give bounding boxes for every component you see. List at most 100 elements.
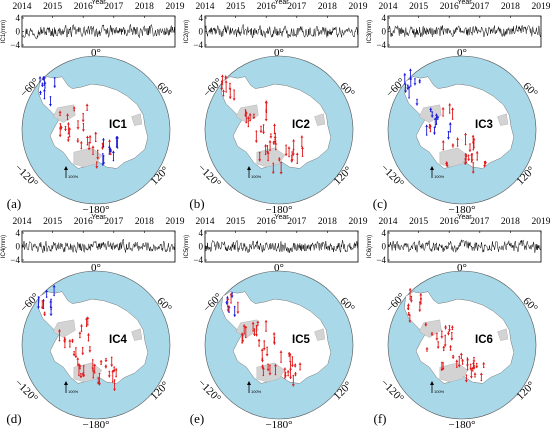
station-dot [269,364,271,367]
vector-arrowhead [38,90,42,93]
vector-arrowhead [262,131,266,134]
station-dot [227,305,229,308]
vector-arrowhead [300,135,304,138]
ice-shelf [497,328,509,341]
x-tick-label: 2019 [532,2,550,12]
vector-arrowhead [294,372,298,375]
station-dot [473,356,475,359]
scale-label: 100% [434,174,445,179]
vector-arrowhead [418,79,422,82]
station-dot [86,144,89,146]
vector-arrowhead [111,150,115,153]
vector-arrowhead [58,110,62,113]
x-tick-label: 2017 [287,2,306,12]
station-dot [451,331,453,334]
station-dot [288,155,290,158]
vector-arrowhead [265,354,269,357]
lon-label-180: −180° [448,419,475,431]
station-dot [431,331,433,334]
lon-label-180: −180° [82,419,109,431]
vector-arrowhead [471,366,475,370]
station-dot [274,138,276,141]
vector-arrowhead [448,122,452,125]
y-tick-label: −4 [10,255,20,265]
station-dot [284,371,287,374]
vector-arrowhead [441,367,445,371]
vector-arrowhead [76,127,80,130]
station-dot [37,296,40,298]
station-dot [249,119,251,122]
vector-arrowhead [273,140,277,143]
station-dot [448,112,451,114]
station-dot [88,141,90,144]
ice-shelf [52,319,76,338]
station-dot [243,332,245,335]
y-tick-label: 4 [16,13,21,23]
station-dot [41,82,44,85]
vector-arrowhead [241,340,245,343]
vector-arrowhead [248,113,252,116]
vector-arrowhead [436,115,440,118]
vector-arrowhead [68,339,72,342]
station-dot [292,374,295,377]
x-tick-label: 2014 [13,2,32,12]
vector-arrowhead [470,159,474,162]
vector-arrowhead [87,147,91,151]
vector-arrowhead [82,374,86,377]
vector-arrowhead [268,140,272,143]
vector-arrowhead [272,332,276,335]
station-dot [252,330,254,332]
station-dot [94,140,97,143]
station-dot [86,109,88,112]
y-tick-label: 0 [16,242,21,252]
x-tick-label: 2014 [379,2,398,12]
station-dot [113,366,115,368]
antarctica-land [38,291,149,384]
station-dot [261,364,264,367]
station-dot [425,134,428,136]
station-dot [437,340,439,343]
vector-arrowhead [287,146,291,149]
y-tick-label: −4 [10,40,20,50]
station-dot [245,121,248,124]
ice-shelf [235,104,259,123]
vector-arrowhead [101,163,105,166]
station-dot [471,153,473,155]
station-dot [441,361,443,364]
vector-arrowhead [81,129,85,132]
station-dot [241,334,244,337]
station-dot [91,359,94,361]
station-dot [424,324,427,327]
vector-arrowhead [272,142,276,145]
vector-arrowhead [246,116,250,119]
station-dot [291,356,294,358]
vector-arrowhead [273,123,277,126]
vector-arrowhead [471,171,475,174]
station-dot [261,358,264,361]
station-dot [408,97,410,99]
station-dot [419,301,421,303]
x-tick-label: 2014 [379,217,398,227]
vector-arrowhead [79,375,83,379]
vector-arrowhead [286,370,290,373]
station-dot [465,374,468,376]
station-dot [233,89,235,91]
station-dot [255,130,258,133]
station-dot [77,138,79,140]
x-tick-label: 2019 [349,217,368,227]
station-dot [289,360,291,363]
y-tick-label: 0 [199,27,204,37]
vector-arrowhead [257,338,261,342]
station-dot [265,109,267,111]
vector-arrowhead [468,149,472,152]
station-dot [80,372,82,375]
station-dot [87,339,90,342]
vector-arrowhead [464,153,468,156]
station-dot [60,128,63,130]
x-tick-label: 2017 [104,217,123,227]
vector-arrowhead [272,342,276,345]
vector-arrowhead [430,333,434,336]
station-dot [43,97,46,100]
station-dot [86,324,89,326]
